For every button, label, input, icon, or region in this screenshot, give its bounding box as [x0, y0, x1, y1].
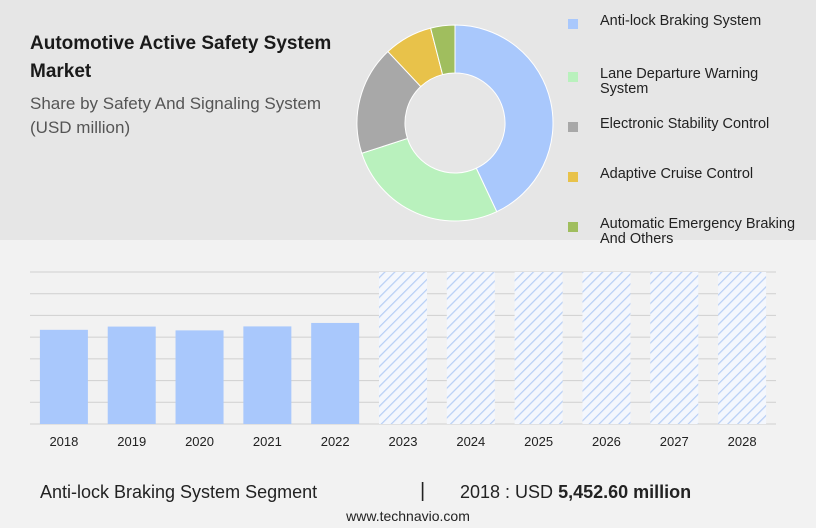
legend-swatch [568, 222, 578, 232]
chart-title: Automotive Active Safety System Market [30, 33, 332, 82]
donut-chart [356, 24, 554, 222]
footer-separator: | [420, 480, 426, 502]
x-tick-label: 2022 [321, 434, 350, 449]
legend-swatch [568, 72, 578, 82]
legend-label: Automatic Emergency Braking And Others [600, 216, 796, 247]
bar-2019 [107, 326, 156, 424]
x-tick-label: 2023 [389, 434, 418, 449]
donut-slice-anti-lock-braking-system [454, 24, 554, 213]
x-tick-label: 2020 [185, 434, 214, 449]
footer-year-label: 2018 : USD [460, 482, 554, 502]
bar-2018 [39, 329, 88, 424]
x-tick-label: 2019 [117, 434, 146, 449]
forecast-bar-2026 [582, 272, 631, 424]
x-tick-label: 2026 [592, 434, 621, 449]
forecast-bar-2028 [718, 272, 767, 424]
x-tick-label: 2021 [253, 434, 282, 449]
footer-value: 2018 : USD 5,452.60 million [460, 482, 691, 503]
legend-label: Adaptive Cruise Control [600, 166, 754, 182]
bar-chart: 2018 2019 2020 2021 2022 2023 2024 2025 2026 2027… [30, 271, 776, 449]
x-tick-label: 2028 [728, 434, 757, 449]
x-tick-label: 2025 [524, 434, 553, 449]
donut-slice-automatic-emergency-braking-and-others [430, 24, 456, 76]
legend-label: Anti-lock Braking System [600, 13, 762, 29]
legend-label: Lane Departure Warning System [600, 66, 759, 97]
donut-slice-lane-departure-warning-system [361, 137, 498, 222]
forecast-bar-2024 [446, 272, 495, 424]
x-tick-label: 2024 [456, 434, 485, 449]
bar-2021 [243, 326, 292, 424]
forecast-bar-2025 [514, 272, 563, 424]
footer-amount: 5,452.60 million [558, 482, 692, 502]
chart-subtitle: Share by Safety And Signaling System (US… [30, 92, 360, 140]
legend-swatch [568, 172, 578, 182]
forecast-bar-2027 [650, 272, 699, 424]
subtitle-line-1: Share by Safety And Signaling System [30, 94, 322, 113]
legend-label: Electronic Stability Control [600, 116, 770, 132]
bar-2020 [175, 330, 224, 424]
subtitle-line-2: (USD million) [30, 118, 131, 137]
legend-swatch [568, 122, 578, 132]
x-tick-label: 2018 [49, 434, 78, 449]
source-url: www.technavio.com [346, 508, 470, 524]
forecast-bar-2023 [379, 272, 427, 424]
x-tick-label: 2027 [660, 434, 689, 449]
footer-segment-label: Anti-lock Braking System Segment [40, 482, 318, 502]
legend-swatch [568, 19, 578, 29]
bar-2022 [311, 322, 360, 424]
